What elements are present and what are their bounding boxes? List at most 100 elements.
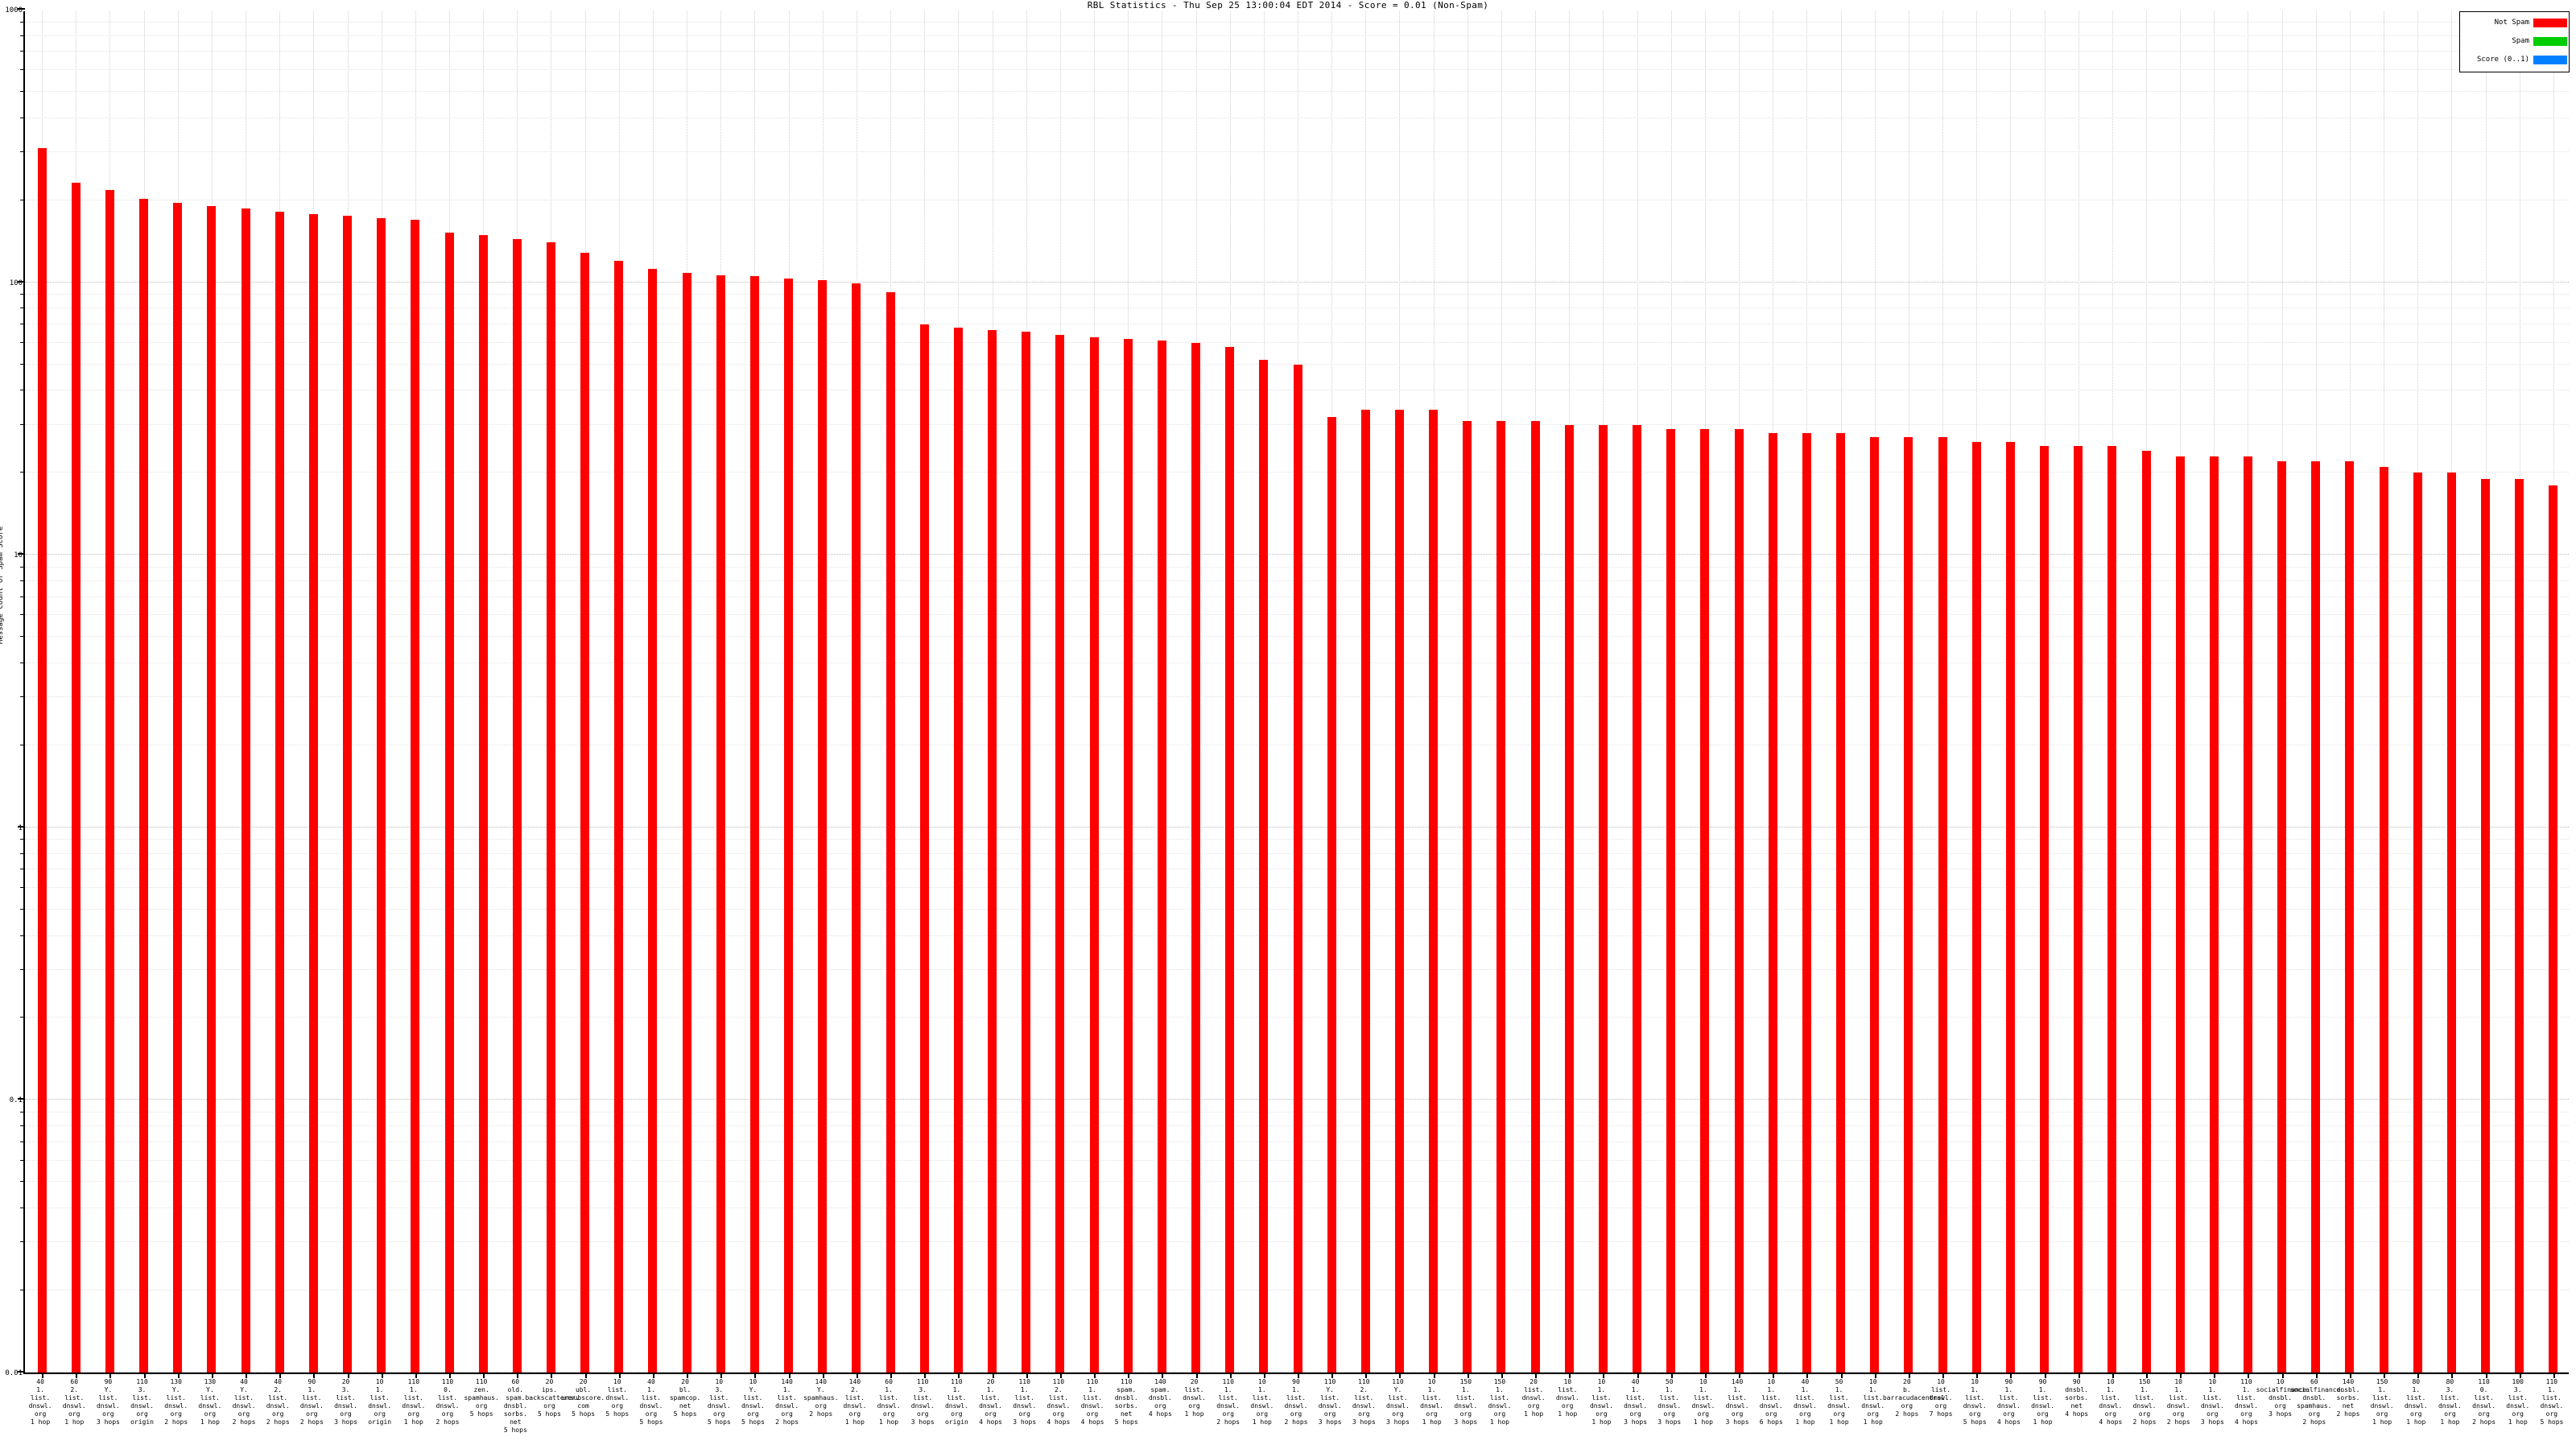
x-axis-tick-label: 110 3. list. dnswl. org 3 hops [910,1378,935,1426]
x-axis-tick-label: 150 1. list. dnswl. org 3 hops [1454,1378,1478,1426]
x-axis-tick [788,1373,791,1378]
x-axis-tick-label: 10 1. list. dnswl. org 1 hop [1589,1378,1613,1426]
y-axis-tick-label: 10 [14,551,23,560]
bar [1123,338,1133,1373]
x-axis-tick [1569,1373,1571,1378]
x-axis-tick-label: 20 b. barracudacentral. org 2 hops [1882,1378,1949,1418]
x-axis-tick [1195,1373,1198,1378]
y-axis-minor-tick [20,636,25,638]
horizontal-gridline [25,21,2569,23]
x-axis-tick-label: 90 1. list. dnswl. org 1 hop [2031,1378,2054,1426]
x-axis-tick-label: 140 spam. dnsbl. org 4 hops [1148,1378,1172,1418]
y-axis-minor-tick [20,423,25,425]
x-axis-tick [2417,1373,2420,1378]
x-axis-tick-label: 10 1. list. dnswl. org 4 hops [2099,1378,2123,1426]
bar [2481,478,2491,1373]
x-axis-tick-label: 140 1. list. dnswl. org 2 hops [775,1378,799,1426]
x-axis-tick-label: 110 1. list. dnswl. org 3 hops [1013,1378,1037,1426]
x-axis-tick [2349,1373,2351,1378]
bar [2141,451,2151,1373]
x-axis-tick [2485,1373,2487,1378]
x-axis-tick-label: 10 list. dnswl. org 5 hops [605,1378,630,1418]
x-axis-tick-label: 80 3. list. dnswl. org 1 hop [2438,1378,2462,1426]
x-axis-tick [2315,1373,2318,1378]
x-axis-tick [109,1373,112,1378]
x-axis-tick-label: 80 1. list. dnswl. org 1 hop [2404,1378,2428,1426]
y-axis-minor-tick [20,935,25,936]
x-axis-tick [1670,1373,1673,1378]
x-axis-tick-label: 50 1. list. dnswl. org 3 hops [1657,1378,1682,1426]
y-axis-minor-tick [20,696,25,698]
bar [241,208,250,1373]
x-axis-tick-label: 10 1. list. dnswl. org 1 hop [1250,1378,1274,1426]
x-axis-tick-label: 100 3. list. dnswl. org 1 hop [2506,1378,2530,1426]
x-axis-tick-label: 10 1. list. dnswl. org 1 hop [1861,1378,1885,1426]
x-axis-tick-label: 10 socialfinance. dnsbl. org 3 hops [2256,1378,2311,1418]
x-axis-tick [2044,1373,2046,1378]
bar [1225,346,1235,1373]
y-axis-minor-tick [20,294,25,295]
y-axis-minor-tick [20,1111,25,1113]
bar [1971,441,1981,1373]
legend-color-swatch [2533,55,2567,64]
y-axis-minor-tick [20,1159,25,1161]
x-axis-tick-label: 110 Y. list. dnswl. org 3 hops [1386,1378,1410,1426]
y-axis-minor-tick [20,1181,25,1183]
x-axis-tick-label: 90 1. list. dnswl. org 2 hops [299,1378,324,1426]
x-axis-tick [958,1373,960,1378]
x-axis-tick [313,1373,316,1378]
x-axis-tick [1739,1373,1741,1378]
x-axis-tick [1026,1373,1028,1378]
bar [139,199,149,1373]
bar [37,148,47,1373]
x-axis-tick-label: 20 bl. spamcop. net 5 hops [669,1378,701,1418]
x-axis-tick [2553,1373,2555,1378]
x-axis-tick-label: 150 1. list. dnswl. org 1 hop [2370,1378,2394,1426]
bar [105,190,114,1373]
x-axis-tick-label: 110 2. list. dnswl. org 4 hops [1046,1378,1071,1426]
x-axis-tick-label: 10 1. list. dnswl. org 2 hops [2166,1378,2190,1426]
bar [1055,335,1065,1373]
x-axis-tick-label: 90 1. list. dnswl. org 2 hops [1284,1378,1308,1426]
x-axis-tick-label: 20 list. dnswl. org 1 hop [1521,1378,1546,1418]
x-axis-tick [1162,1373,1164,1378]
horizontal-gridline [25,363,2569,365]
x-axis-tick [2180,1373,2182,1378]
bar [1394,410,1404,1373]
x-axis-tick [1874,1373,1876,1378]
x-axis-tick-label: 110 zen. spamhaus. org 5 hops [464,1378,499,1418]
bar [648,268,658,1373]
horizontal-gridline [25,341,2569,343]
x-axis-tick-label: 110 1. list. dnswl. org 1 hop [402,1378,426,1426]
bar [1666,428,1676,1373]
x-axis-tick [2214,1373,2216,1378]
bar [682,273,691,1373]
x-axis-tick [76,1373,78,1378]
x-axis-tick-label: 10 1. list. dnswl. org 5 hops [1963,1378,1987,1426]
bar [1904,437,1913,1373]
x-axis-tick [1059,1373,1062,1378]
legend-item: Not Spam [2460,17,2570,28]
x-axis-tick-label: 20 ubl. unsubscore. com 5 hops [562,1378,605,1418]
x-axis-tick-label: 10 3. list. dnswl. org 5 hops [707,1378,731,1426]
x-axis-tick [1128,1373,1130,1378]
y-axis-tick [18,8,25,10]
x-axis-tick [1298,1373,1299,1378]
x-axis-tick-label: 20 3. list. dnswl. org 3 hops [334,1378,357,1426]
bar [1022,331,1031,1373]
bar [1530,420,1540,1373]
bar [2446,473,2456,1373]
horizontal-gridline [25,51,2569,52]
x-axis-tick [1263,1373,1265,1378]
bar [478,234,488,1373]
bar [1938,437,1947,1373]
bar [2379,467,2388,1373]
x-axis-tick [890,1373,893,1378]
x-axis-tick [1399,1373,1402,1378]
y-axis-tick-label: 0.1 [9,1096,23,1105]
bar [2345,461,2355,1373]
horizontal-gridline [25,90,2569,92]
x-axis-tick-label: 60 old. spam. dnsbl. sorbs. net 5 hops [503,1378,527,1434]
bar [512,238,522,1373]
y-axis-minor-tick [20,886,25,888]
